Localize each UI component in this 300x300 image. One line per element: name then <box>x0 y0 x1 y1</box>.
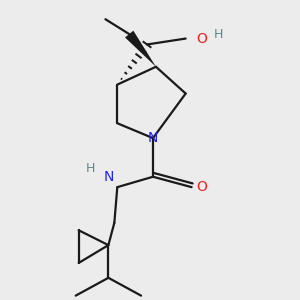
Text: O: O <box>196 180 208 194</box>
Text: H: H <box>85 162 95 175</box>
Text: O: O <box>196 32 207 46</box>
Text: H: H <box>214 28 223 40</box>
Text: N: N <box>148 131 158 145</box>
Text: N: N <box>104 170 114 184</box>
Polygon shape <box>125 31 156 67</box>
